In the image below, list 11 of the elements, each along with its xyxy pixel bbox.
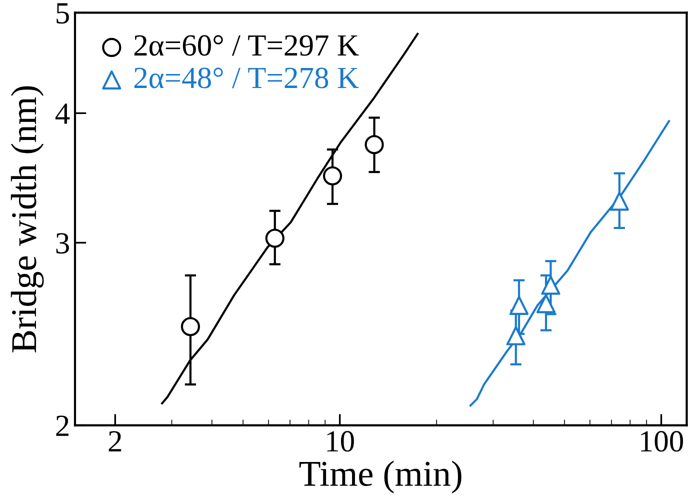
- x-tick-label: 100: [641, 431, 683, 452]
- x-tick-label: 2: [108, 431, 122, 452]
- y-tick-label: 4: [55, 104, 70, 124]
- y-axis-title: Bridge width (nm): [10, 86, 44, 352]
- y-tick-label: 2: [56, 416, 68, 436]
- x-axis-title: Time (min): [299, 460, 462, 494]
- legend-label: 2α=48° / T=278 K: [134, 68, 359, 88]
- y-tick-label: 5: [56, 3, 69, 24]
- x-tick-label: 10: [327, 431, 354, 452]
- y-tick-label: 3: [56, 233, 69, 254]
- legend-label: 2α=60° / T=297 K: [134, 35, 359, 56]
